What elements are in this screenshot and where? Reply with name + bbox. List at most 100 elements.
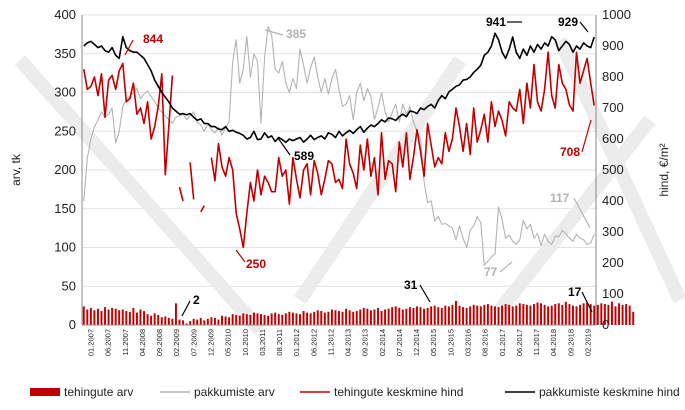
series-lines <box>83 26 595 266</box>
x-tick-label: 03.2011 <box>258 329 267 356</box>
bar-tehingute-arv <box>302 311 305 325</box>
bar-tehingute-arv <box>426 307 429 325</box>
annotation-leader-31 <box>419 284 431 303</box>
bar-tehingute-arv <box>217 319 220 325</box>
x-tick-label: 07.2014 <box>395 329 404 356</box>
bar-tehingute-arv <box>281 314 284 325</box>
bar-tehingute-arv <box>199 318 202 325</box>
bar-tehingute-arv <box>132 307 135 325</box>
annotation-label-941: 941 <box>486 15 506 29</box>
bar-tehingute-arv <box>628 305 631 325</box>
bar-tehingute-arv <box>437 307 440 325</box>
bar-tehingute-arv <box>150 315 153 325</box>
bar-tehingute-arv <box>486 304 489 325</box>
bar-tehingute-arv <box>118 310 121 325</box>
bar-tehingute-arv <box>341 311 344 325</box>
bar-tehingute-arv <box>96 308 99 325</box>
bar-tehingute-arv <box>430 306 433 325</box>
bar-tehingute-arv <box>171 318 174 325</box>
y-left-tick-label: 0 <box>69 317 76 332</box>
y-left-tick-label: 200 <box>54 162 76 177</box>
bar-tehingute-arv <box>579 304 582 325</box>
bar-tehingute-arv <box>603 304 606 325</box>
bar-tehingute-arv <box>221 315 223 325</box>
bar-tehingute-arv <box>423 308 426 325</box>
bar-tehingute-arv <box>82 306 85 325</box>
bar-tehingute-arv <box>352 311 355 325</box>
annotation-label-77: 77 <box>484 265 498 279</box>
bar-tehingute-arv <box>135 312 138 325</box>
y-left-tick-label: 250 <box>54 123 76 138</box>
background-stroke-1 <box>294 56 466 304</box>
bar-tehingute-arv <box>490 305 493 325</box>
x-tick-label: 10.2015 <box>446 329 455 356</box>
y-right-tick-label: 600 <box>602 131 624 146</box>
x-tick-label: 08.2011 <box>275 329 284 356</box>
bar-tehingute-arv <box>316 310 319 325</box>
bar-tehingute-arv <box>593 305 596 325</box>
y-right-tick-label: 100 <box>602 286 624 301</box>
bar-tehingute-arv <box>277 314 280 325</box>
bar-tehingute-arv <box>309 313 312 325</box>
annotation-leader-117 <box>573 197 591 229</box>
bar-tehingute-arv <box>405 308 408 325</box>
bar-tehingute-arv <box>416 306 418 325</box>
bar-tehingute-arv <box>561 304 564 325</box>
bar-tehingute-arv <box>139 309 142 325</box>
bar-tehingute-arv <box>465 307 468 325</box>
bar-tehingute-arv <box>568 304 571 325</box>
bar-tehingute-arv <box>394 306 397 325</box>
y-right-tick-label: 0 <box>602 317 609 332</box>
x-tick-label: 02.2019 <box>583 329 592 356</box>
bar-tehingute-arv <box>596 304 599 325</box>
bar-tehingute-arv <box>249 314 252 325</box>
bar-tehingute-arv <box>412 307 415 325</box>
bar-tehingute-arv <box>210 317 213 325</box>
x-tick-label: 06.2012 <box>309 329 318 356</box>
legend-swatch-tehingute-arv <box>30 388 60 396</box>
bar-tehingute-arv <box>263 314 266 325</box>
bar-tehingute-arv <box>586 302 589 325</box>
annotation-label-385: 385 <box>286 27 306 41</box>
annotation-leader-929 <box>579 21 589 33</box>
bar-tehingute-arv <box>153 313 156 325</box>
bar-tehingute-arv <box>458 305 461 325</box>
annotation-leader-589 <box>277 137 291 156</box>
bar-tehingute-arv <box>362 307 365 325</box>
bar-tehingute-arv <box>167 318 170 325</box>
annotation-label-117: 117 <box>550 191 570 205</box>
bar-tehingute-arv <box>447 306 450 325</box>
bar-tehingute-arv <box>157 314 160 325</box>
bar-tehingute-arv <box>483 304 486 325</box>
bar-tehingute-arv <box>306 312 309 325</box>
bar-tehingute-arv <box>228 317 231 325</box>
bar-tehingute-arv <box>231 314 234 325</box>
bar-tehingute-arv <box>479 306 482 325</box>
y-left-axis-title: arv, tk <box>9 153 23 186</box>
bar-tehingute-arv <box>206 318 209 325</box>
x-tick-label: 09.2013 <box>361 329 370 356</box>
bar-tehingute-arv <box>192 318 195 325</box>
bar-tehingute-arv <box>557 303 560 325</box>
bar-tehingute-arv <box>607 304 610 325</box>
bar-tehingute-arv <box>543 304 546 325</box>
bar-tehingute-arv <box>525 304 528 325</box>
bar-tehingute-arv <box>86 309 89 325</box>
x-tick-label: 11.2017 <box>532 329 541 356</box>
annotation-leader-77 <box>499 261 513 273</box>
bar-tehingute-arv <box>433 305 436 325</box>
bar-tehingute-arv <box>504 304 507 325</box>
bar-tehingute-arv <box>125 311 128 325</box>
bar-tehingute-arv <box>235 314 238 325</box>
annotation-label-929: 929 <box>558 15 578 29</box>
annotation-label-250: 250 <box>246 257 266 271</box>
x-tick-label: 09.2018 <box>566 329 575 356</box>
bar-tehingute-arv <box>589 304 592 325</box>
legend-label-tehingute-keskmine-hind: tehingute keskmine hind <box>334 385 463 399</box>
bar-tehingute-arv <box>284 313 287 325</box>
bar-tehingute-arv <box>493 306 496 325</box>
bar-tehingute-arv <box>334 310 337 325</box>
bar-tehingute-arv <box>518 303 521 325</box>
bar-tehingute-arv <box>160 317 163 325</box>
y-right-tick-label: 900 <box>602 38 624 53</box>
